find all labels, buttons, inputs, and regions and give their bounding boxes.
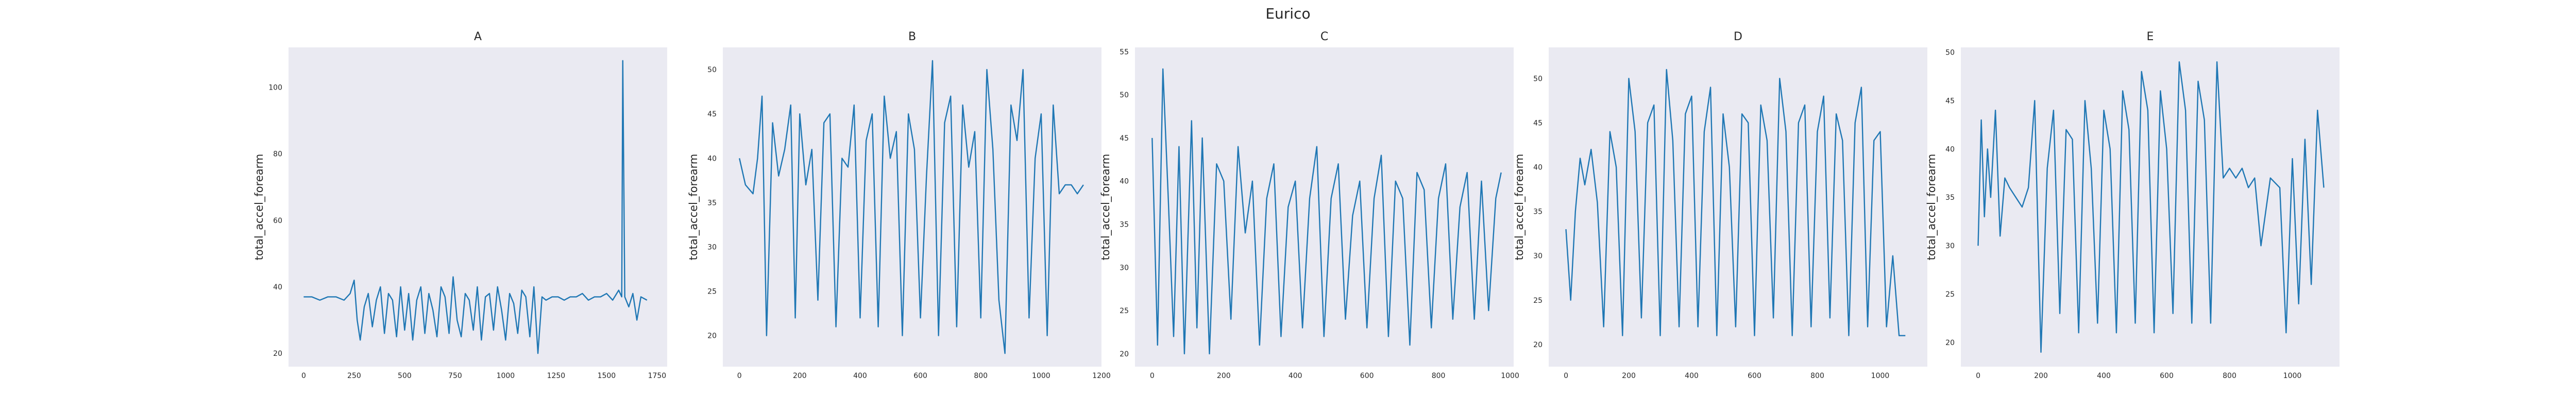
y-tick-label: 25 [707, 288, 717, 296]
x-tick-label: 200 [1622, 372, 1636, 380]
y-tick-label: 80 [273, 150, 282, 159]
plot-area [723, 47, 1101, 367]
y-tick-label: 40 [1945, 145, 1955, 153]
y-tick-label: 20 [1533, 341, 1543, 349]
y-tick-label: 20 [1120, 350, 1129, 358]
y-tick-label: 40 [1533, 164, 1543, 172]
x-tick-label: 600 [913, 372, 927, 380]
x-tick-label: 200 [793, 372, 807, 380]
x-tick-label: 600 [2160, 372, 2174, 380]
y-tick-label: 25 [1120, 307, 1129, 315]
y-tick-label: 40 [1120, 178, 1129, 186]
y-axis-label: total_accel_forearm [687, 154, 700, 261]
y-tick-label: 50 [1120, 91, 1129, 99]
panel-title: A [474, 30, 482, 43]
x-tick-label: 400 [1685, 372, 1699, 380]
x-tick-label: 600 [1360, 372, 1374, 380]
panel-title: E [2147, 30, 2154, 43]
y-tick-label: 55 [1120, 48, 1129, 56]
y-tick-label: 35 [1945, 194, 1955, 202]
y-tick-label: 40 [273, 283, 282, 291]
y-axis-label: total_accel_forearm [1099, 154, 1112, 261]
x-tick-label: 250 [347, 372, 361, 380]
y-tick-label: 30 [1120, 264, 1129, 272]
y-tick-label: 25 [1945, 290, 1955, 299]
chart-E: E 0 200 400 600 800 1000 20 25 30 35 40 45 50 total_ac… [1925, 30, 2340, 380]
plot-area [1549, 47, 1927, 367]
chart-C: C 0 200 400 600 800 1000 20 25 30 35 40 45 50 55 total_… [1099, 30, 1519, 380]
x-tick-label: 800 [1432, 372, 1446, 380]
y-tick-label: 50 [1533, 75, 1543, 83]
x-tick-label: 0 [1564, 372, 1568, 380]
x-tick-label: 1000 [1032, 372, 1050, 380]
chart-panels: A0 250 500 750 1000 1250 1500 175020406080100to… [253, 30, 2340, 380]
y-tick-label: 60 [273, 217, 282, 225]
panel-title: B [908, 30, 916, 43]
chart-A: A 0 250 500 750 1000 1250 1500 1750 20 40 60 80 100 to… [253, 30, 667, 380]
x-tick-label: 0 [737, 372, 742, 380]
x-tick-label: 750 [448, 372, 462, 380]
x-tick-label: 800 [1810, 372, 1824, 380]
y-tick-label: 30 [707, 244, 717, 252]
y-tick-label: 30 [1945, 242, 1955, 250]
x-tick-label: 800 [2223, 372, 2236, 380]
y-tick-label: 35 [1533, 208, 1543, 216]
y-tick-label: 30 [1533, 252, 1543, 261]
x-tick-label: 1200 [1092, 372, 1111, 380]
y-tick-label: 50 [707, 66, 717, 74]
y-tick-label: 35 [707, 199, 717, 207]
y-axis-label: total_accel_forearm [1513, 154, 1526, 261]
y-tick-label: 45 [1533, 119, 1543, 127]
y-tick-label: 40 [707, 154, 717, 163]
series-line [1151, 68, 1502, 355]
x-tick-label: 1000 [1871, 372, 1890, 380]
y-tick-label: 20 [1945, 339, 1955, 347]
x-tick-label: 1000 [497, 372, 515, 380]
x-tick-label: 1000 [1501, 372, 1519, 380]
panel-title: D [1734, 30, 1742, 43]
x-tick-label: 500 [398, 372, 412, 380]
x-tick-label: 600 [1748, 372, 1761, 380]
chart-D: D 0 200 400 600 800 1000 20 25 30 35 40 45 50 total_ac… [1513, 30, 1927, 380]
x-tick-label: 400 [1289, 372, 1302, 380]
y-tick-label: 45 [1120, 134, 1129, 143]
x-tick-label: 200 [2034, 372, 2048, 380]
figure-suptitle: Eurico [1265, 5, 1310, 22]
x-tick-label: 800 [974, 372, 988, 380]
y-tick-label: 45 [707, 110, 717, 118]
x-tick-label: 1250 [547, 372, 566, 380]
y-axis-label: total_accel_forearm [253, 154, 266, 261]
x-tick-label: 400 [2097, 372, 2111, 380]
y-tick-label: 20 [273, 350, 282, 358]
series-line [303, 60, 648, 354]
chart-B: B 0 200 400 600 800 1000 1200 20 25 30 35 40 45 50 tota… [687, 30, 1111, 380]
x-tick-label: 1500 [598, 372, 616, 380]
x-tick-label: 200 [1217, 372, 1231, 380]
series-line [1977, 61, 2325, 353]
panel-title: C [1320, 30, 1328, 43]
y-tick-label: 35 [1120, 221, 1129, 229]
x-tick-label: 1000 [2283, 372, 2302, 380]
x-tick-label: 0 [1150, 372, 1155, 380]
series-line [739, 60, 1084, 354]
x-tick-label: 0 [1976, 372, 1980, 380]
series-line [1565, 68, 1906, 336]
x-tick-label: 0 [301, 372, 306, 380]
y-tick-label: 100 [268, 84, 282, 92]
y-tick-label: 45 [1945, 97, 1955, 105]
y-tick-label: 25 [1533, 297, 1543, 305]
x-tick-label: 1750 [648, 372, 667, 380]
y-tick-label: 50 [1945, 48, 1955, 57]
y-tick-label: 20 [707, 332, 717, 340]
plot-area [289, 47, 667, 367]
y-axis-label: total_accel_forearm [1925, 154, 1938, 261]
x-tick-label: 400 [853, 372, 867, 380]
plot-area [1135, 47, 1514, 367]
